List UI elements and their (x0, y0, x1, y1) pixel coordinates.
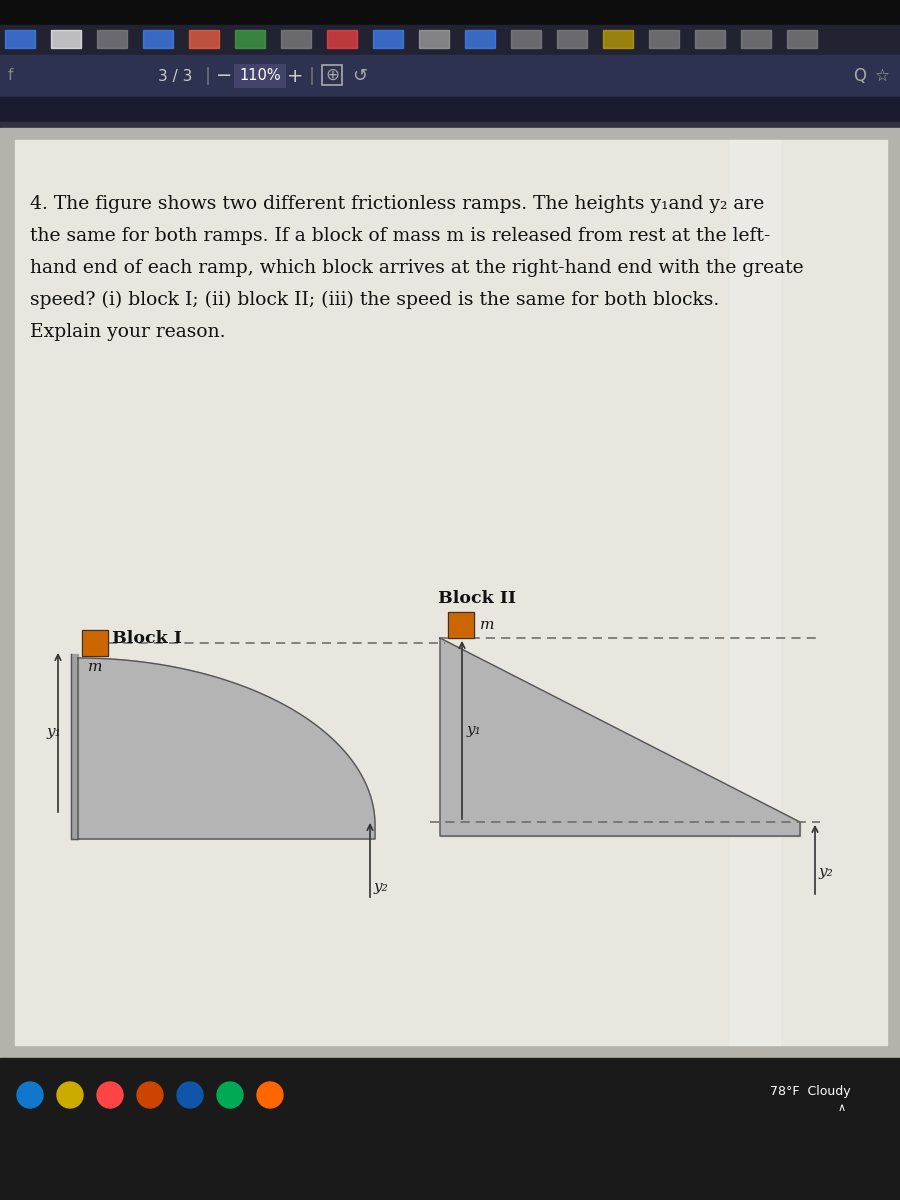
Polygon shape (78, 658, 375, 839)
Bar (741, 30, 771, 48)
Bar (143, 30, 173, 48)
Text: Q: Q (853, 67, 867, 85)
Bar (419, 30, 449, 48)
Bar (730, 140, 780, 1045)
Bar (0, 97, 900, 122)
Text: m: m (480, 618, 494, 632)
Text: ⊕: ⊕ (325, 66, 339, 84)
Text: y₂: y₂ (374, 880, 389, 894)
Bar (373, 30, 403, 48)
Text: 78°F  Cloudy: 78°F Cloudy (770, 1086, 850, 1098)
Text: Block I: Block I (112, 630, 182, 647)
Bar (448, 612, 474, 638)
Text: f: f (8, 68, 14, 84)
Bar (649, 30, 679, 48)
Text: Block II: Block II (438, 590, 516, 607)
Bar (322, 65, 342, 85)
Bar (71, 654, 78, 839)
Text: m: m (88, 660, 103, 674)
Circle shape (257, 1082, 283, 1108)
Text: 110%: 110% (239, 68, 281, 84)
Bar (82, 630, 108, 656)
Text: ☆: ☆ (875, 67, 889, 85)
Bar (0, 25, 900, 55)
Text: 4. The figure shows two different frictionless ramps. The heights y₁and y₂ are: 4. The figure shows two different fricti… (30, 194, 764, 214)
Polygon shape (440, 638, 800, 836)
Text: Explain your reason.: Explain your reason. (30, 323, 226, 341)
Text: speed? (i) block I; (ii) block II; (iii) the speed is the same for both blocks.: speed? (i) block I; (ii) block II; (iii)… (30, 290, 719, 310)
Circle shape (97, 1082, 123, 1108)
Bar (787, 30, 817, 48)
Circle shape (57, 1082, 83, 1108)
Bar (189, 30, 219, 48)
Bar (695, 30, 725, 48)
Circle shape (137, 1082, 163, 1108)
Text: 3 / 3: 3 / 3 (158, 68, 193, 84)
Bar (448, 612, 474, 638)
Text: −: − (216, 66, 232, 85)
Text: ∧: ∧ (838, 1103, 846, 1114)
Bar (235, 30, 265, 48)
Bar (51, 30, 81, 48)
Bar (82, 630, 108, 656)
Bar (327, 30, 357, 48)
Text: y₂: y₂ (819, 865, 833, 878)
Text: the same for both ramps. If a block of mass m is released from rest at the left-: the same for both ramps. If a block of m… (30, 227, 770, 245)
Bar (0, 122, 900, 128)
Bar (234, 64, 286, 88)
Text: ↺: ↺ (353, 67, 367, 85)
Text: |: | (309, 67, 315, 85)
Bar (0, 1058, 900, 1200)
Bar (0, 128, 900, 1058)
Text: y₁: y₁ (46, 725, 61, 739)
Bar (557, 30, 587, 48)
Circle shape (217, 1082, 243, 1108)
Bar (15, 140, 887, 1045)
Circle shape (177, 1082, 203, 1108)
Circle shape (17, 1082, 43, 1108)
Bar (0, 55, 900, 97)
Bar (5, 30, 35, 48)
Text: y₁: y₁ (467, 722, 482, 737)
Bar (603, 30, 633, 48)
Text: |: | (205, 67, 211, 85)
Text: +: + (287, 66, 303, 85)
Bar (281, 30, 311, 48)
Text: hand end of each ramp, which block arrives at the right-hand end with the greate: hand end of each ramp, which block arriv… (30, 259, 804, 277)
Bar (511, 30, 541, 48)
Bar (97, 30, 127, 48)
Bar (465, 30, 495, 48)
Bar (0, 0, 900, 25)
